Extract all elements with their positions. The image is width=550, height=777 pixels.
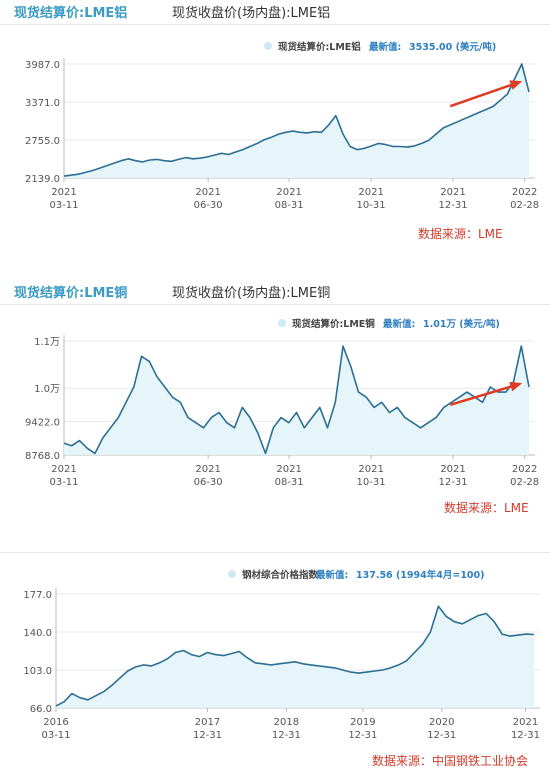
chart-subtitle[interactable]: 现货收盘价(场内盘):LME铜 [172, 286, 331, 301]
latest-value: 3535.00 (美元/吨) [409, 41, 496, 53]
header-divider [0, 24, 550, 25]
legend-swatch [278, 319, 286, 327]
x-tick-year: 2021 [358, 187, 383, 198]
latest-label: 最新值: [316, 569, 348, 581]
legend: 现货结算价:LME铝 最新值: 3535.00 (美元/吨) [264, 41, 496, 53]
y-tick-label: 2139.0 [25, 174, 60, 185]
x-tick-date: 08-31 [275, 200, 304, 211]
trend-arrow-head [509, 80, 523, 90]
legend-label: 现货结算价:LME铜 [292, 318, 375, 330]
series-line [63, 63, 530, 177]
x-tick-year: 2016 [43, 717, 68, 728]
y-tick-label: 1.0万 [34, 384, 60, 395]
legend-swatch [264, 42, 272, 50]
x-tick-date: 12-31 [439, 200, 468, 211]
data-source: 数据来源：LME [418, 227, 503, 241]
panel-header: 现货结算价:LME铝 现货收盘价(场内盘):LME铝 [0, 0, 550, 22]
x-tick-year: 2022 [512, 187, 537, 198]
x-tick-year: 2021 [513, 717, 538, 728]
x-tick-date: 10-31 [357, 200, 386, 211]
x-tick-date: 12-31 [439, 477, 468, 488]
x-tick-date: 06-30 [194, 477, 223, 488]
x-tick-year: 2021 [440, 464, 465, 475]
chart-title[interactable]: 现货结算价:LME铜 [14, 286, 128, 301]
chart-subtitle[interactable]: 现货收盘价(场内盘):LME铝 [172, 6, 331, 21]
trend-arrow [449, 385, 512, 407]
series-line [63, 345, 530, 455]
trend-arrow [449, 83, 512, 108]
x-tick-date: 06-30 [194, 200, 223, 211]
y-tick-label: 9422.0 [25, 418, 60, 429]
y-tick-label: 103.0 [23, 666, 52, 677]
x-tick-year: 2021 [276, 464, 301, 475]
x-tick-year: 2018 [274, 717, 299, 728]
x-tick-date: 02-28 [510, 477, 539, 488]
x-tick-year: 2021 [358, 464, 383, 475]
latest-label: 最新值: [369, 41, 401, 53]
x-tick-date: 03-11 [49, 477, 78, 488]
y-tick-label: 66.0 [30, 704, 52, 715]
x-tick-year: 2021 [195, 187, 220, 198]
x-tick-date: 12-31 [427, 730, 456, 741]
legend-label: 钢材综合价格指数 [242, 569, 319, 581]
x-tick-date: 08-31 [275, 477, 304, 488]
x-tick-year: 2021 [195, 464, 220, 475]
latest-value: 137.56 (1994年4月=100) [356, 569, 485, 581]
x-tick-date: 12-31 [193, 730, 222, 741]
legend-swatch [228, 570, 236, 578]
y-tick-label: 1.1万 [34, 337, 60, 348]
x-tick-year: 2021 [51, 464, 76, 475]
x-tick-year: 2017 [195, 717, 220, 728]
x-tick-year: 2020 [429, 717, 454, 728]
chart-panel-3: 钢材综合价格指数 最新值: 137.56 (1994年4月=100) 177.0 140… [0, 552, 550, 777]
x-tick-date: 02-28 [510, 200, 539, 211]
chart-svg-copper: 现货结算价:LME铜 最新值: 1.01万 (美元/吨) 1.1万 1.0万 9422.0… [25, 318, 539, 488]
x-tick-year: 2021 [51, 187, 76, 198]
latest-label: 最新值: [383, 318, 415, 330]
y-tick-label: 3371.0 [25, 98, 60, 109]
y-tick-label: 177.0 [23, 590, 52, 601]
series-line [55, 605, 535, 707]
x-tick-year: 2021 [276, 187, 301, 198]
y-tick-label: 8768.0 [25, 451, 60, 462]
series-area [64, 346, 529, 455]
series-area [64, 64, 529, 178]
series-area [56, 606, 534, 708]
chart-title[interactable]: 现货结算价:LME铝 [14, 6, 128, 21]
x-tick-year: 2019 [350, 717, 375, 728]
chart-panel-1: 现货结算价:LME铝 现货收盘价(场内盘):LME铝 现货结算价:LME铝 最新值… [0, 0, 550, 250]
x-tick-date: 03-11 [49, 200, 78, 211]
legend-label: 现货结算价:LME铝 [278, 41, 361, 53]
x-tick-date: 12-31 [511, 730, 540, 741]
data-source: 数据来源：LME [444, 501, 529, 515]
header-divider [0, 304, 550, 305]
chart-panel-2: 现货结算价:LME铜 现货收盘价(场内盘):LME铜 现货结算价:LME铜 最新值… [0, 280, 550, 520]
latest-value: 1.01万 (美元/吨) [423, 318, 500, 330]
header-divider [0, 552, 550, 553]
y-tick-label: 3987.0 [25, 60, 60, 71]
x-tick-year: 2021 [440, 187, 465, 198]
x-tick-date: 12-31 [272, 730, 301, 741]
data-source: 数据来源：中国钢铁工业协会 [372, 754, 529, 768]
legend: 现货结算价:LME铜 最新值: 1.01万 (美元/吨) [278, 318, 500, 330]
x-tick-date: 12-31 [348, 730, 377, 741]
y-tick-label: 2755.0 [25, 136, 60, 147]
chart-svg-aluminium: 现货结算价:LME铝 最新值: 3535.00 (美元/吨) 3987.0 3371.0… [25, 41, 539, 211]
x-tick-date: 03-11 [41, 730, 70, 741]
trend-arrow-head [509, 381, 523, 392]
panel-header: 现货结算价:LME铜 现货收盘价(场内盘):LME铜 [0, 280, 550, 302]
x-tick-year: 2022 [512, 464, 537, 475]
x-tick-date: 10-31 [357, 477, 386, 488]
y-tick-label: 140.0 [23, 628, 52, 639]
